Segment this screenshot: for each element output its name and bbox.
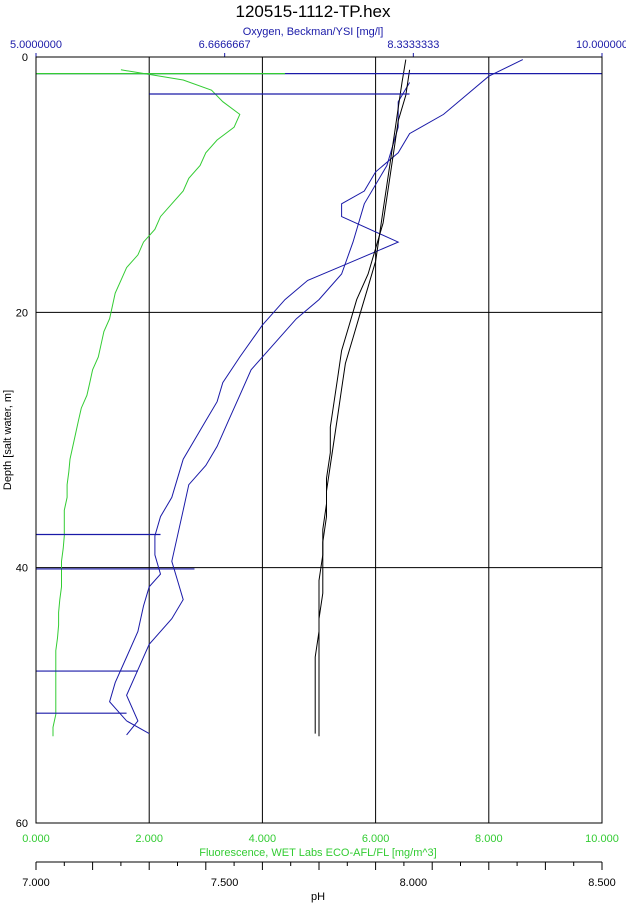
depth-tick-label: 0 [22,52,28,64]
oxygen-axis-label: Oxygen, Beckman/YSI [mg/l] [243,26,384,38]
ph-tick-label: 7.000 [22,877,50,889]
depth-tick-label: 40 [16,563,28,575]
fluorescence-tick-label: 4.000 [249,833,277,845]
depth-tick-label: 20 [16,307,28,319]
ph-tick-label: 7.500 [211,877,239,889]
oxygen-tick-label: 10.000000 [576,39,626,51]
oxygen-tick-label: 5.0000000 [10,39,62,51]
fluorescence-tick-label: 0.000 [22,833,50,845]
tick-labels: 0 20 40 60 5.0000000 6.6666667 8.3333333 10.000… [10,39,626,889]
oxygen-tick-label: 8.3333333 [387,39,439,51]
depth-axis-label: Depth [salt water, m] [2,390,14,490]
ph-tick-label: 8.000 [400,877,428,889]
fluorescence-axis-label: Fluorescence, WET Labs ECO-AFL/FL [mg/m^… [199,847,436,859]
depth-tick-label: 60 [16,818,28,830]
fluorescence-tick-label: 6.000 [362,833,390,845]
oxygen-series-line [126,82,411,736]
oxygen-series-line [109,59,524,735]
ph-tick-label: 8.500 [588,877,616,889]
plot-frame [35,56,603,824]
ph-series-line [314,69,411,734]
chart-title: 120515-1112-TP.hex [235,2,391,21]
oxygen-tick-label: 6.6666667 [199,39,251,51]
ph-axis-label: pH [311,891,325,903]
fluorescence-tick-label: 10.000 [585,833,619,845]
series-group [36,59,602,737]
fluorescence-tick-label: 2.000 [135,833,163,845]
fluorescence-series-line [52,69,241,737]
fluorescence-tick-label: 8.000 [475,833,503,845]
